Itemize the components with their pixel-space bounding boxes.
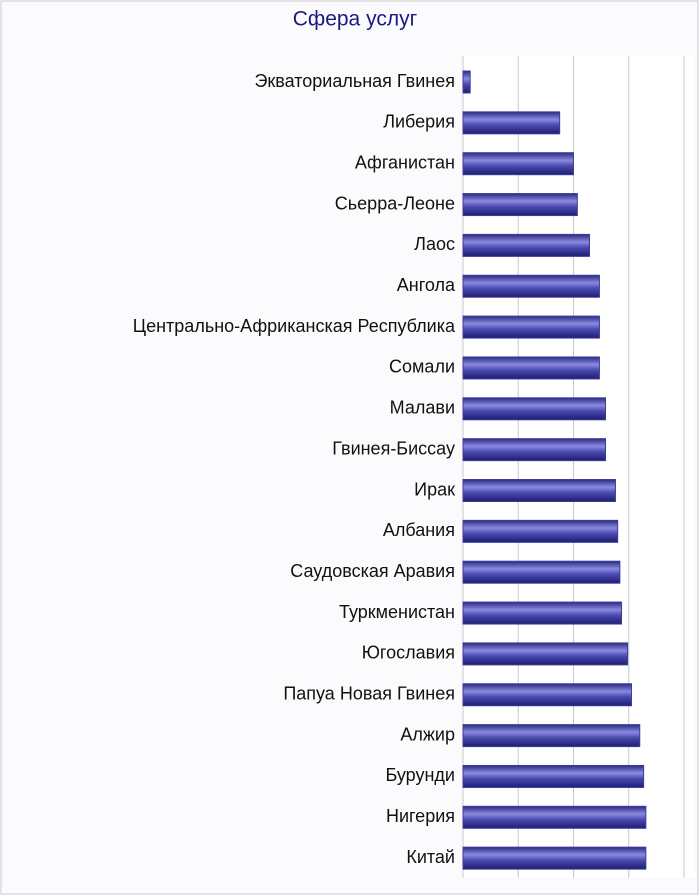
bar [462, 519, 619, 543]
bar [462, 70, 471, 94]
bar [462, 111, 561, 135]
y-tick-label: Сомали [389, 357, 455, 377]
y-tick-label: Гвинея-Биссау [332, 438, 455, 458]
y-tick-label: Бурунди [385, 765, 455, 785]
y-tick-label: Китай [406, 847, 455, 867]
y-tick-label: Афганистан [355, 152, 455, 172]
chart-title: Сфера услуг [293, 8, 418, 31]
y-tick-label: Сьерра-Леоне [335, 193, 455, 213]
y-tick-label: Центрально-Африканская Республика [133, 316, 456, 336]
bar [462, 560, 621, 584]
bar [462, 233, 590, 257]
bar [462, 642, 629, 666]
bar [462, 601, 623, 625]
y-tick-label: Экваториальная Гвинея [254, 71, 455, 91]
y-tick-label: Ангола [397, 275, 456, 295]
y-tick-label: Туркменистан [339, 602, 455, 622]
bar [462, 356, 600, 380]
y-tick-label: Нигерия [386, 806, 455, 826]
y-tick-label: Либерия [383, 112, 455, 132]
y-tick-label: Ирак [414, 479, 455, 499]
bar [462, 724, 641, 748]
y-tick-label: Малави [390, 398, 455, 418]
bar [462, 764, 645, 788]
y-tick-label: Саудовская Аравия [290, 561, 455, 581]
y-tick-label: Албания [383, 520, 455, 540]
y-tick-label: Папуа Новая Гвинея [283, 684, 455, 704]
y-tick-label: Алжир [400, 724, 455, 744]
y-tick-label: Югославия [362, 643, 455, 663]
bar [462, 805, 647, 829]
bar [462, 479, 616, 502]
bar [462, 683, 632, 707]
bar [462, 438, 607, 462]
bar [462, 193, 578, 217]
bar [462, 152, 574, 176]
y-tick-label: Лаос [414, 234, 455, 254]
plot-area [463, 56, 695, 878]
bar [462, 397, 607, 421]
bar [462, 315, 600, 339]
bar [462, 846, 647, 870]
bar [462, 274, 600, 298]
